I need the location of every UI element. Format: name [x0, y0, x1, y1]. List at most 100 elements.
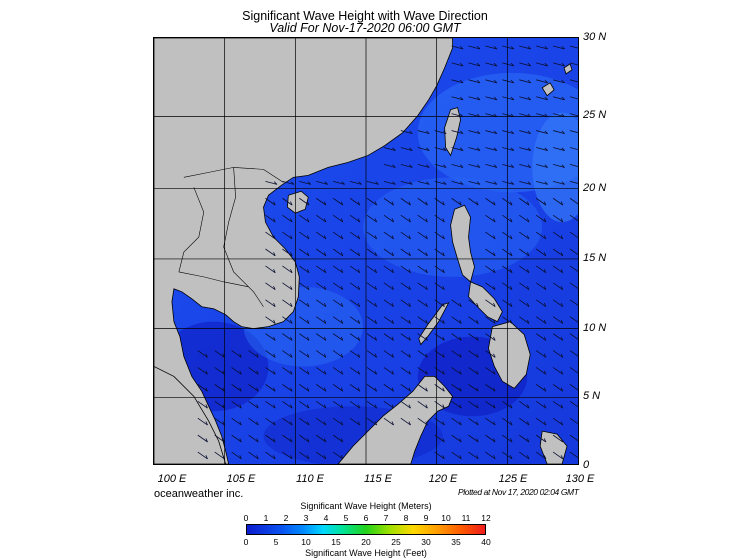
lat-label-15n: 15 N: [583, 252, 607, 264]
wave-arrow: [316, 265, 327, 274]
legend-meter-tick: 8: [403, 513, 409, 523]
wave-arrow: [569, 451, 578, 459]
wave-arrow: [417, 384, 428, 392]
wave-arrow: [553, 164, 565, 168]
wave-arrow: [400, 316, 411, 324]
wave-arrow: [535, 434, 547, 443]
wave-arrow: [282, 367, 293, 375]
wave-arrow: [349, 367, 361, 375]
wave-arrow: [552, 333, 564, 341]
wave-arrow: [282, 451, 293, 460]
wave-arrow: [536, 96, 549, 101]
wave-arrow: [400, 350, 411, 358]
wave-arrow: [349, 350, 361, 358]
legend-meter-tick: 10: [441, 513, 451, 523]
wave-arrow: [485, 62, 498, 67]
wave-arrow: [451, 130, 464, 135]
wave-arrow: [383, 367, 395, 375]
wave-arrow: [502, 130, 515, 135]
wave-arrow: [468, 299, 479, 307]
legend-feet-tick: 15: [331, 537, 341, 547]
lon-label-130e: 130 E: [565, 473, 595, 485]
wave-arrow: [400, 282, 411, 291]
wave-arrow: [569, 231, 578, 239]
wave-arrow: [417, 164, 430, 168]
wave-arrow: [535, 265, 547, 274]
wave-arrow: [502, 282, 513, 291]
wave-arrow: [569, 45, 578, 49]
wave-arrow: [552, 451, 564, 460]
graticule: [154, 38, 578, 464]
wave-arrow: [197, 350, 208, 358]
wave-arrow: [434, 316, 445, 324]
wave-arrow: [485, 130, 498, 135]
wave-arrow: [485, 333, 496, 341]
legend-feet-tick: 20: [361, 537, 371, 547]
wave-arrow: [502, 231, 513, 240]
legend-meter-tick: 7: [383, 513, 389, 523]
wave-arrow: [265, 384, 276, 392]
wave-arrow: [214, 434, 225, 443]
land-sulawesi: [539, 430, 568, 464]
wave-arrow: [214, 367, 225, 375]
wave-arrow: [502, 400, 513, 409]
wave-arrow: [434, 214, 445, 223]
wave-arrow: [569, 434, 578, 442]
wave-arrow: [349, 265, 361, 274]
wave-arrow: [265, 333, 276, 341]
wave-arrow: [569, 367, 578, 374]
wave-arrow: [400, 384, 411, 392]
wave-arrow: [366, 417, 378, 426]
land-islets: [563, 63, 573, 75]
wave-arrow: [265, 367, 276, 375]
wave-arrow: [265, 248, 276, 257]
wave-arrow: [451, 147, 464, 151]
wave-arrow: [265, 350, 276, 358]
wave-arrow: [299, 248, 310, 257]
wave-arrow: [383, 350, 395, 358]
wave-arrow: [569, 130, 578, 134]
wave-arrow: [332, 417, 344, 426]
wave-arrow: [552, 384, 564, 392]
wave-arrow: [316, 282, 327, 291]
wave-arrow: [265, 180, 278, 185]
wave-arrow: [569, 333, 578, 340]
wave-arrow: [332, 299, 344, 307]
wave-arrow: [519, 417, 530, 426]
wave-arrow: [316, 316, 327, 324]
wave-arrow: [535, 384, 547, 392]
wave-arrow: [502, 45, 515, 50]
wave-arrow: [434, 265, 445, 274]
wave-arrow: [569, 282, 578, 289]
wave-arrow: [535, 400, 547, 409]
wave-arrow: [535, 316, 547, 324]
wave-arrow: [417, 400, 428, 409]
wave-arrow: [265, 434, 276, 443]
wave-arrow: [400, 180, 413, 185]
wave-arrow: [282, 417, 293, 426]
lon-label-120e: 120 E: [428, 473, 458, 485]
wave-arrow: [366, 197, 378, 206]
wave-arrow: [366, 282, 378, 291]
wave-arrow: [553, 79, 565, 84]
wave-arrow: [366, 214, 378, 223]
wave-arrow: [569, 96, 578, 100]
wave-arrow: [535, 367, 547, 375]
wave-arrow: [519, 45, 532, 50]
wave-arrow: [535, 417, 547, 426]
wave-arrow: [332, 384, 344, 392]
wave-arrow: [400, 214, 411, 223]
wave-arrow: [231, 350, 242, 358]
wave-arrow: [299, 417, 310, 426]
wave-arrow: [349, 299, 361, 307]
lat-label-10n: 10 N: [583, 322, 607, 334]
wave-arrow: [434, 350, 445, 358]
lat-label-30n: 30 N: [583, 31, 607, 43]
wave-arrow: [299, 350, 310, 358]
wave-arrow: [569, 164, 578, 167]
wave-arrow: [535, 248, 547, 257]
wave-arrow: [417, 130, 430, 135]
wave-arrow: [417, 197, 428, 206]
wave-zone-high-east: [532, 112, 578, 223]
wave-arrow: [552, 231, 564, 240]
